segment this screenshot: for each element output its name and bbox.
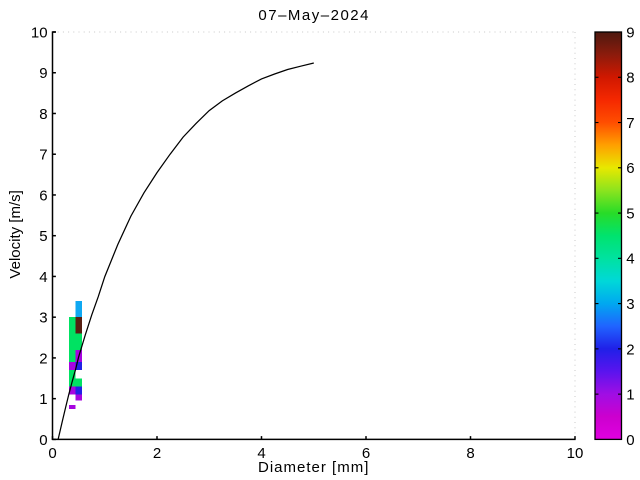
- svg-text:07–May–2024: 07–May–2024: [258, 7, 370, 24]
- svg-text:9: 9: [39, 65, 47, 82]
- svg-text:7: 7: [39, 147, 47, 164]
- svg-text:7: 7: [626, 115, 634, 132]
- svg-text:6: 6: [362, 445, 370, 462]
- svg-text:1: 1: [626, 387, 634, 404]
- svg-text:1: 1: [39, 391, 47, 408]
- svg-text:4: 4: [626, 251, 634, 268]
- svg-text:8: 8: [626, 70, 634, 87]
- svg-text:4: 4: [257, 445, 265, 462]
- svg-text:Velocity [m/s]: Velocity [m/s]: [7, 190, 24, 278]
- svg-text:4: 4: [39, 269, 47, 286]
- svg-text:0: 0: [626, 432, 634, 449]
- svg-text:3: 3: [39, 310, 47, 327]
- svg-text:10: 10: [567, 445, 584, 462]
- svg-text:5: 5: [626, 205, 634, 222]
- svg-text:6: 6: [39, 187, 47, 204]
- svg-text:8: 8: [466, 445, 474, 462]
- svg-text:2: 2: [626, 341, 634, 358]
- svg-text:3: 3: [626, 296, 634, 313]
- svg-text:2: 2: [153, 445, 161, 462]
- svg-text:9: 9: [626, 24, 634, 41]
- svg-text:6: 6: [626, 160, 634, 177]
- svg-text:10: 10: [31, 24, 48, 41]
- svg-text:0: 0: [39, 432, 47, 449]
- svg-text:0: 0: [48, 445, 56, 462]
- svg-text:8: 8: [39, 106, 47, 123]
- svg-text:5: 5: [39, 228, 47, 245]
- svg-text:2: 2: [39, 350, 47, 367]
- svg-text:Diameter [mm]: Diameter [mm]: [258, 459, 369, 476]
